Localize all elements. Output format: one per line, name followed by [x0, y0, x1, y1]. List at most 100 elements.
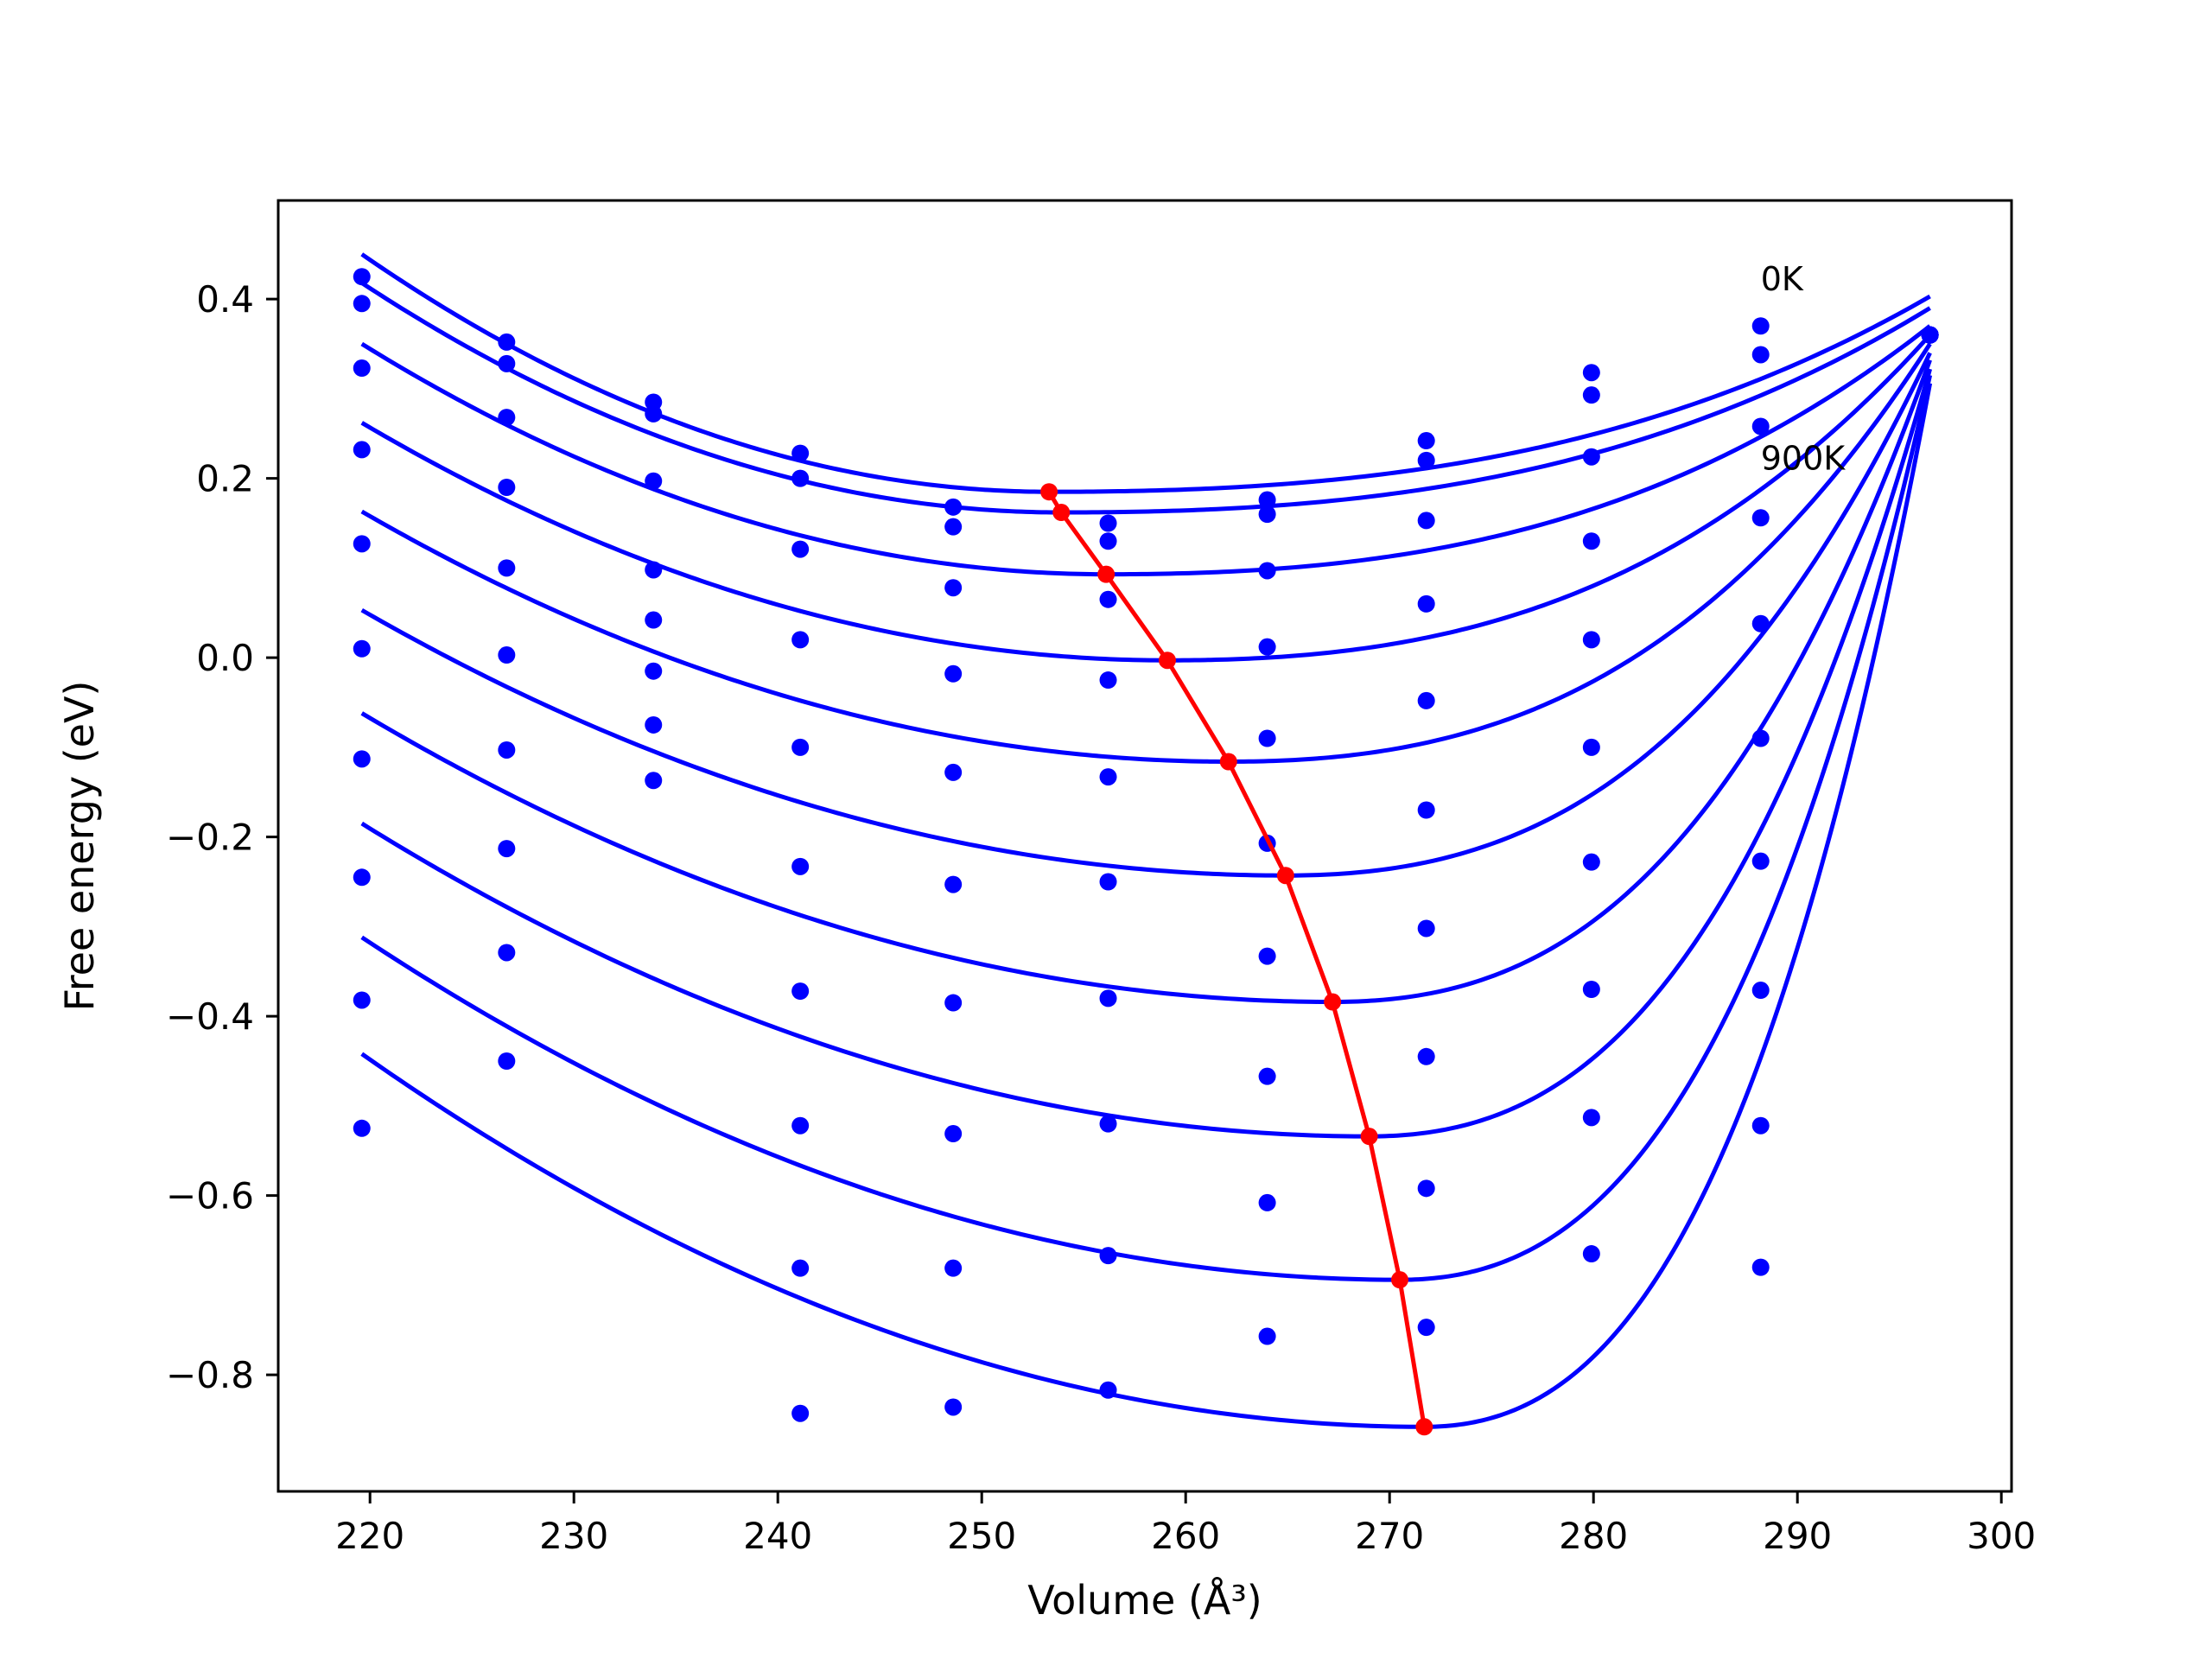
- data-point: [1751, 317, 1770, 335]
- annotation-label: 900K: [1761, 439, 1847, 477]
- data-point: [1417, 1047, 1435, 1065]
- x-tick-label: 250: [947, 1515, 1016, 1557]
- plot-frame: [276, 199, 2013, 1493]
- minima-marker: [1040, 483, 1058, 501]
- x-tick-label: 240: [743, 1515, 812, 1557]
- data-point: [645, 611, 663, 629]
- data-point: [498, 646, 516, 664]
- data-point: [1099, 989, 1117, 1007]
- data-point: [1258, 491, 1276, 509]
- x-tick-label: 260: [1151, 1515, 1220, 1557]
- y-axis-label: Free energy (eV): [56, 681, 103, 1012]
- data-point: [498, 409, 516, 427]
- y-tick-label: −0.2: [166, 817, 254, 859]
- data-point: [944, 664, 963, 683]
- data-point: [353, 268, 371, 286]
- data-point: [1417, 919, 1435, 938]
- data-point: [1582, 532, 1600, 550]
- data-point: [1258, 562, 1276, 580]
- data-point: [645, 404, 663, 423]
- data-point: [353, 1119, 371, 1137]
- data-point: [1099, 1381, 1117, 1399]
- annotation-label: 0K: [1761, 260, 1804, 298]
- y-axis: 0.4 0.2 0.0 −0.2 −0.4 −0.6 −0.8: [166, 278, 278, 1396]
- data-point: [1258, 638, 1276, 656]
- data-point: [1417, 432, 1435, 450]
- data-point: [498, 1052, 516, 1070]
- data-point: [944, 763, 963, 781]
- minima-marker: [1158, 652, 1176, 670]
- data-point: [1751, 1258, 1770, 1276]
- x-tick-label: 280: [1559, 1515, 1628, 1557]
- data-point: [791, 982, 810, 1001]
- data-point: [1417, 594, 1435, 613]
- data-point: [791, 738, 810, 756]
- data-point: [498, 944, 516, 962]
- data-point: [1751, 729, 1770, 747]
- data-point: [498, 559, 516, 577]
- data-point: [645, 715, 663, 734]
- x-tick-label: 270: [1355, 1515, 1424, 1557]
- data-point: [1582, 738, 1600, 756]
- data-point: [353, 750, 371, 768]
- data-point: [1751, 982, 1770, 1000]
- data-point: [498, 840, 516, 858]
- data-point: [1417, 1179, 1435, 1198]
- minima-line: [1046, 490, 1427, 1427]
- minima-marker: [1415, 1418, 1433, 1436]
- x-axis: 220 230 240 250 260 270 280 290 300: [335, 1491, 2036, 1557]
- data-point: [1582, 364, 1600, 382]
- data-point: [944, 1125, 963, 1143]
- data-point: [353, 295, 371, 313]
- data-point: [1417, 691, 1435, 709]
- data-point: [1417, 801, 1435, 819]
- data-point: [791, 469, 810, 487]
- data-point: [498, 333, 516, 351]
- data-point: [498, 354, 516, 372]
- data-point: [1258, 505, 1276, 524]
- data-point: [791, 1259, 810, 1277]
- data-point: [353, 359, 371, 378]
- data-point: [944, 518, 963, 536]
- data-point: [498, 741, 516, 759]
- data-point: [353, 991, 371, 1009]
- minima-series: [1040, 483, 1433, 1436]
- data-point: [1417, 1319, 1435, 1337]
- minima-marker: [1097, 565, 1116, 583]
- data-point: [944, 994, 963, 1012]
- data-point: [1099, 1115, 1117, 1133]
- y-tick-label: −0.8: [166, 1354, 254, 1396]
- data-point: [1751, 346, 1770, 364]
- annotations: 0K 900K: [1761, 260, 1847, 478]
- x-tick-label: 230: [539, 1515, 608, 1557]
- x-tick-label: 300: [1967, 1515, 2036, 1557]
- data-point: [1921, 326, 1939, 344]
- data-point: [498, 479, 516, 496]
- data-point: [1582, 1109, 1600, 1127]
- y-tick-label: 0.4: [196, 278, 254, 321]
- minima-marker: [1276, 867, 1294, 885]
- data-point: [944, 875, 963, 893]
- minima-marker: [1324, 993, 1342, 1011]
- data-point: [1582, 448, 1600, 466]
- data-point: [1582, 853, 1600, 871]
- data-point: [353, 535, 371, 553]
- data-point: [1582, 981, 1600, 998]
- data-point: [1099, 873, 1117, 891]
- data-point: [1258, 1327, 1276, 1345]
- minima-marker: [1219, 753, 1237, 771]
- data-point: [1751, 1116, 1770, 1135]
- data-point: [645, 472, 663, 490]
- y-tick-label: −0.4: [166, 995, 254, 1038]
- minima-marker: [1391, 1271, 1408, 1289]
- data-point: [1099, 590, 1117, 608]
- data-point: [1258, 1193, 1276, 1211]
- data-point: [791, 540, 810, 558]
- data-point: [1258, 1067, 1276, 1085]
- x-tick-label: 290: [1763, 1515, 1832, 1557]
- data-point: [353, 639, 371, 658]
- data-point: [353, 868, 371, 887]
- data-point: [353, 441, 371, 459]
